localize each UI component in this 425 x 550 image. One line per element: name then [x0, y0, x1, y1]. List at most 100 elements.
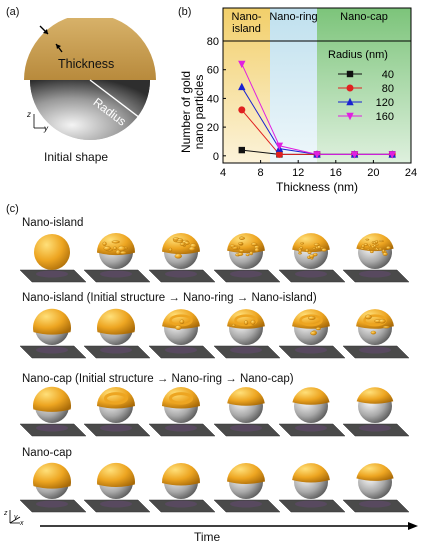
gold-cap	[356, 387, 394, 404]
region-label-0: Nano-	[232, 11, 262, 23]
particle-3-3	[148, 387, 216, 437]
gold-island	[321, 248, 327, 252]
gold-island	[239, 236, 245, 240]
substrate-plate	[19, 499, 87, 513]
shadow	[100, 270, 132, 278]
gold-island	[254, 247, 260, 252]
particle-3-1	[19, 386, 87, 437]
particle-1-2	[83, 232, 151, 283]
gold-island	[313, 243, 320, 247]
gold-island	[188, 246, 196, 251]
shadow	[359, 424, 391, 432]
substrate-plate	[342, 423, 410, 437]
legend-marker-120	[346, 97, 354, 106]
particle-2-5	[278, 309, 346, 359]
gold-cap	[33, 386, 72, 412]
shadow	[100, 500, 132, 508]
gold-island	[179, 242, 186, 246]
shadow	[100, 346, 132, 354]
panel-label-b: (b)	[178, 6, 192, 18]
gold-island	[315, 327, 321, 331]
initial-shape-figure	[24, 18, 156, 140]
particle-1-1	[19, 234, 87, 283]
gold-island	[249, 251, 254, 256]
substrate-plate	[83, 499, 151, 513]
gold-island	[102, 241, 107, 246]
region-band-0	[223, 8, 270, 163]
thickness-label: Thickness	[58, 57, 115, 71]
gold-cap	[356, 463, 394, 481]
plot-frame	[222, 7, 412, 164]
y-tick-label: 60	[207, 65, 219, 77]
gold-island	[363, 243, 369, 247]
data-point-160	[350, 151, 359, 159]
time-label: Time	[194, 530, 221, 544]
gold-ring	[299, 314, 323, 327]
gold-ring	[169, 314, 193, 327]
gold-cap	[24, 18, 156, 80]
gold-island	[369, 250, 374, 254]
particle-2-6	[342, 309, 410, 359]
gold-island	[382, 252, 388, 256]
gold-ring	[168, 392, 194, 405]
gold-island	[250, 242, 258, 246]
gold-island	[299, 246, 304, 250]
legend-label-80: 80	[382, 83, 394, 95]
substrate-plate	[278, 269, 346, 283]
shadow	[36, 346, 68, 354]
gold-island	[379, 240, 384, 243]
gold-island	[238, 242, 244, 245]
particle-2-3	[148, 309, 216, 359]
substrate-plate	[148, 423, 216, 437]
gold-island	[378, 248, 383, 251]
data-point-120	[238, 82, 246, 91]
particle-4-5	[278, 463, 346, 513]
particle-3-5	[278, 387, 346, 437]
gold-island	[244, 320, 249, 326]
data-point-160	[313, 151, 321, 159]
particle-2-2	[83, 308, 151, 359]
y-tick-label: 20	[207, 122, 219, 134]
substrate-plate	[213, 345, 281, 359]
substrate-plate	[83, 345, 151, 359]
row-title-1: Nano-island	[22, 217, 84, 229]
particle-3-2	[83, 387, 151, 437]
substrate-plate	[213, 269, 281, 283]
shadow	[36, 270, 68, 278]
particle-4-4	[213, 463, 281, 513]
substrate-plate	[342, 345, 410, 359]
shadow	[230, 346, 262, 354]
particle-4-2	[83, 462, 151, 513]
shadow	[295, 424, 327, 432]
y-tick-label: 40	[207, 93, 219, 105]
region-label-1: Nano-ring	[269, 11, 317, 23]
gold-island	[176, 240, 183, 243]
gold-island	[111, 240, 120, 244]
substrate-plate	[148, 499, 216, 513]
particle-4-3	[148, 462, 216, 513]
x-tick-label: 8	[258, 167, 264, 179]
legend-title: Radius (nm)	[328, 49, 388, 61]
particle-2-4	[213, 309, 281, 359]
gold-island	[374, 240, 379, 244]
gold-island	[231, 324, 236, 327]
gold-island	[307, 315, 316, 320]
shadow	[165, 424, 197, 432]
gold-shell	[34, 234, 70, 270]
data-point-40	[238, 146, 245, 154]
particle-1-5	[278, 233, 346, 283]
shadow	[100, 424, 132, 432]
substrate-plate	[19, 269, 87, 283]
gold-island	[175, 325, 182, 330]
gold-cap	[97, 308, 136, 335]
time-arrow-head	[408, 522, 418, 530]
data-point-80	[238, 106, 246, 114]
data-point-80	[275, 150, 283, 158]
gold-island	[365, 238, 370, 241]
legend-marker-40	[346, 70, 354, 78]
x-tick-label: 24	[405, 167, 417, 179]
substrate-plate	[148, 269, 216, 283]
shadow	[295, 346, 327, 354]
data-point-160	[388, 151, 396, 159]
gold-island	[307, 251, 312, 254]
